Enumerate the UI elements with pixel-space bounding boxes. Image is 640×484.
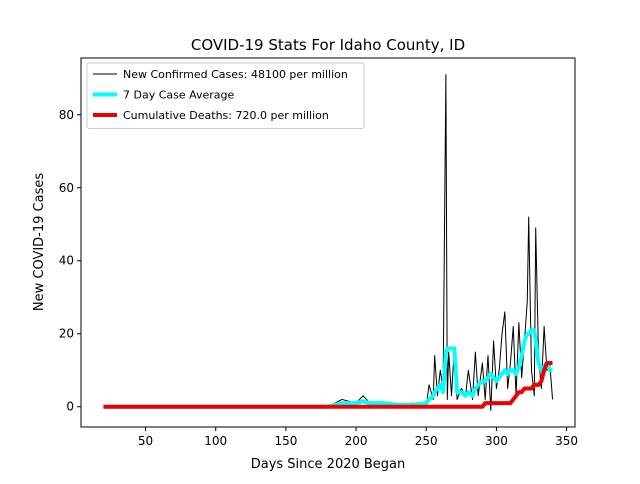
y-tick-label: 20 <box>59 327 74 341</box>
legend-label: New Confirmed Cases: 48100 per million <box>123 68 348 81</box>
y-axis-label: New COVID-19 Cases <box>32 173 47 311</box>
data-line <box>103 360 553 409</box>
axes-frame <box>80 57 576 428</box>
x-tick-label: 250 <box>415 434 438 448</box>
x-tick-label: 100 <box>204 434 227 448</box>
legend: New Confirmed Cases: 48100 per million 7 … <box>86 62 365 129</box>
x-tick-label: 200 <box>345 434 368 448</box>
x-tick-label: 300 <box>485 434 508 448</box>
data-line <box>103 328 553 409</box>
y-tick-label: 80 <box>59 108 74 122</box>
x-tick-label: 350 <box>555 434 578 448</box>
x-tick-label: 50 <box>138 434 153 448</box>
legend-box <box>86 62 365 129</box>
x-axis-label: Days Since 2020 Began <box>251 457 406 472</box>
legend-label: 7 Day Case Average <box>123 89 235 102</box>
chart-title: COVID-19 Stats For Idaho County, ID <box>191 36 465 54</box>
x-tick-label: 150 <box>274 434 297 448</box>
legend-label: Cumulative Deaths: 720.0 per million <box>123 109 329 122</box>
y-tick-label: 60 <box>59 181 74 195</box>
y-tick-label: 40 <box>59 254 74 268</box>
y-tick-label: 0 <box>66 400 74 414</box>
